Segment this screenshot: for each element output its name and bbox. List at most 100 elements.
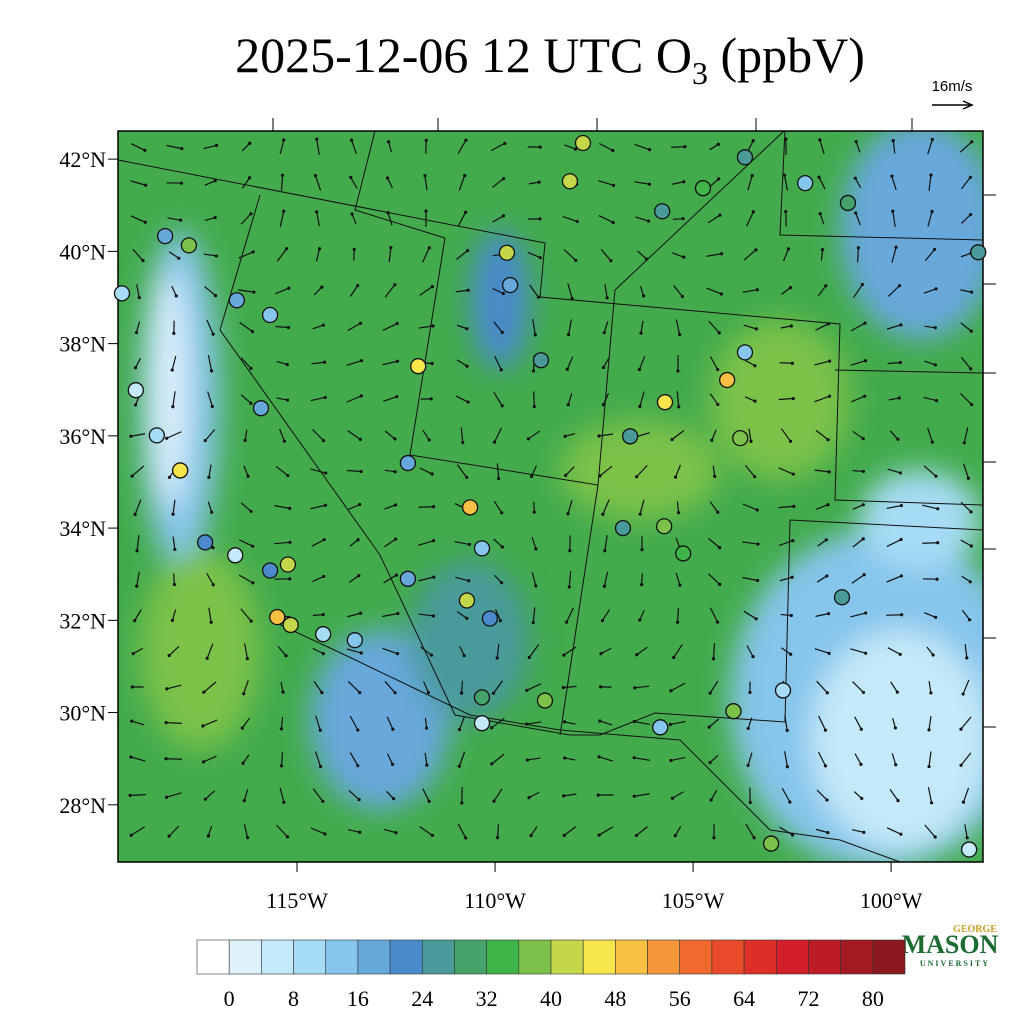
- wind-arrow-head: [285, 362, 289, 367]
- wind-arrow: [313, 681, 323, 693]
- wind-arrow: [672, 181, 684, 185]
- logo-bottom: UNIVERSITY: [920, 959, 990, 968]
- wind-arrow: [348, 575, 360, 583]
- wind-arrow: [532, 319, 536, 335]
- wind-arrow: [171, 609, 177, 621]
- wind-arrow: [743, 249, 757, 261]
- wind-arrow: [567, 283, 573, 299]
- wind-arrow: [819, 213, 825, 225]
- wind-arrow-head: [492, 799, 496, 803]
- wind-arrow: [350, 139, 358, 155]
- wind-arrow-head: [716, 142, 720, 146]
- wind-arrow-head: [537, 180, 541, 184]
- wind-arrow: [526, 721, 542, 725]
- wind-arrow: [493, 680, 503, 694]
- wind-arrow: [239, 322, 253, 332]
- wind-arrow: [568, 570, 572, 588]
- wind-arrow-head: [133, 366, 138, 370]
- wind-arrow: [598, 826, 614, 836]
- wind-arrow: [814, 469, 830, 473]
- wind-arrow: [924, 612, 936, 618]
- wind-arrow-head: [214, 143, 219, 147]
- wind-arrow: [677, 607, 679, 623]
- wind-arrow-head: [359, 359, 364, 363]
- wind-arrow-head: [635, 475, 639, 479]
- wind-arrow-head: [177, 256, 181, 260]
- wind-arrow: [492, 178, 504, 188]
- wind-arrow: [815, 504, 829, 510]
- wind-arrow-head: [754, 248, 758, 252]
- wind-arrow: [709, 143, 719, 151]
- wind-arrow: [385, 790, 395, 800]
- wind-arrow-head: [241, 761, 245, 765]
- wind-arrow: [422, 429, 430, 441]
- wind-arrow: [640, 320, 644, 334]
- wind-arrow: [208, 607, 212, 623]
- wind-arrow: [712, 465, 716, 477]
- station-marker: [180, 237, 198, 254]
- wind-arrow-head: [167, 475, 172, 479]
- wind-arrow: [240, 213, 252, 225]
- wind-arrow: [347, 681, 361, 693]
- wind-arrow-head: [322, 574, 326, 579]
- wind-arrow: [424, 752, 428, 766]
- wind-arrow: [456, 324, 468, 330]
- wind-arrow-head: [285, 398, 290, 402]
- wind-arrow: [136, 284, 140, 298]
- wind-arrow: [892, 140, 896, 154]
- wind-arrow-head: [248, 176, 252, 180]
- wind-arrow-head: [638, 618, 642, 622]
- wind-arrow: [348, 829, 360, 833]
- wind-arrow-head: [681, 217, 685, 221]
- wind-arrow-head: [788, 285, 793, 290]
- wind-arrow: [816, 680, 828, 694]
- wind-arrow-head: [601, 365, 606, 370]
- wind-arrow: [566, 356, 574, 370]
- colorbar-box: [615, 939, 648, 975]
- station-marker: [148, 427, 165, 444]
- wind-arrow: [964, 824, 968, 838]
- wind-arrow: [241, 142, 251, 152]
- lat-label: 42°N: [59, 147, 106, 172]
- wind-arrow: [780, 428, 792, 442]
- wind-arrow: [567, 393, 573, 405]
- station-marker: [498, 244, 516, 261]
- wind-arrow-head: [934, 398, 939, 403]
- wind-arrow-head: [425, 726, 429, 730]
- station-marker: [621, 428, 639, 445]
- station-marker: [172, 462, 189, 479]
- colorbar-box: [228, 939, 262, 975]
- wind-arrow: [207, 501, 213, 513]
- wind-arrow: [353, 249, 355, 261]
- wind-arrow: [748, 428, 752, 442]
- wind-arrow-head: [862, 573, 866, 577]
- lat-label: 34°N: [59, 516, 106, 541]
- wind-arrow-head: [395, 395, 399, 399]
- wind-arrow: [384, 430, 396, 440]
- wind-arrow-head: [174, 294, 178, 298]
- wind-arrow-head: [638, 512, 642, 516]
- wind-arrow: [458, 175, 466, 191]
- wind-arrow-head: [568, 549, 572, 553]
- station-marker: [399, 570, 417, 587]
- wind-arrow-head: [936, 541, 940, 545]
- colorbar-box: [518, 939, 552, 975]
- wind-arrow: [130, 756, 146, 762]
- wind-arrow: [854, 716, 862, 730]
- wind-arrow: [348, 503, 360, 511]
- wind-arrow: [747, 175, 753, 191]
- wind-arrow: [243, 789, 249, 801]
- wind-arrow: [602, 358, 610, 368]
- wind-arrow: [852, 469, 864, 473]
- wind-arrow-head: [791, 396, 795, 401]
- wind-arrow-head: [529, 474, 534, 479]
- wind-arrow-head: [676, 511, 681, 515]
- wind-arrow: [781, 287, 791, 295]
- wind-arrow: [672, 791, 684, 799]
- wind-arrow-head: [130, 474, 134, 478]
- wind-arrow: [418, 506, 434, 508]
- colorbar-box: [293, 939, 327, 975]
- wind-arrow-head: [386, 140, 391, 144]
- wind-arrow: [458, 751, 466, 767]
- wind-arrow-head: [242, 799, 246, 803]
